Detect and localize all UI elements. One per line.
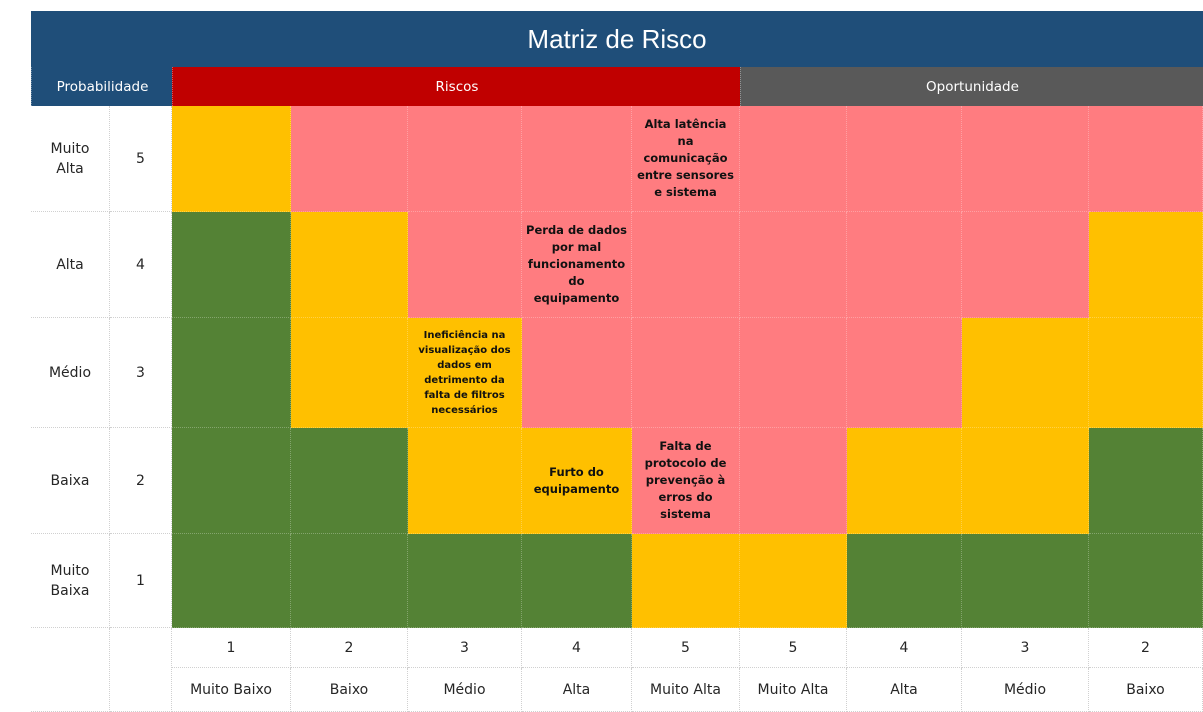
probability-label: Alta — [31, 212, 110, 318]
matrix-cell — [172, 212, 291, 318]
probability-label: Muito Alta — [31, 106, 110, 212]
matrix-cell — [632, 318, 740, 428]
matrix-cell — [408, 428, 522, 534]
probability-label: Médio — [31, 318, 110, 428]
matrix-cell — [632, 534, 740, 628]
matrix-cell — [962, 106, 1089, 212]
matrix-cell — [291, 212, 408, 318]
matrix-cell — [740, 106, 847, 212]
probabilidade-header: Probabilidade — [31, 67, 173, 106]
risk-label: Falta de protocolo de prevenção à erros … — [632, 428, 740, 534]
matrix-cell — [291, 318, 408, 428]
probability-level: 2 — [110, 428, 172, 534]
matrix-cell — [1089, 428, 1203, 534]
matrix-cell — [847, 318, 962, 428]
axis-corner — [31, 628, 110, 712]
impact-level: 4 — [847, 628, 962, 668]
matrix-cell — [172, 318, 291, 428]
matrix-cell — [847, 428, 962, 534]
probability-level: 4 — [110, 212, 172, 318]
impact-level: 3 — [962, 628, 1089, 668]
matrix-cell — [291, 534, 408, 628]
matrix-cell — [740, 428, 847, 534]
matrix-cell — [522, 318, 632, 428]
impact-level: 2 — [1089, 628, 1203, 668]
oportunidade-header: Oportunidade — [740, 67, 1203, 106]
impact-label: Muito Alta — [632, 668, 740, 712]
matrix-cell — [1089, 534, 1203, 628]
impact-level: 5 — [632, 628, 740, 668]
matrix-cell — [1089, 106, 1203, 212]
matrix-cell — [962, 428, 1089, 534]
impact-level: 4 — [522, 628, 632, 668]
impact-level: 2 — [291, 628, 408, 668]
riscos-header: Riscos — [172, 67, 741, 106]
matrix-cell — [522, 534, 632, 628]
matrix-cell — [408, 106, 522, 212]
probability-level: 3 — [110, 318, 172, 428]
impact-label: Médio — [962, 668, 1089, 712]
impact-label: Alta — [522, 668, 632, 712]
impact-level: 3 — [408, 628, 522, 668]
matrix-cell — [172, 534, 291, 628]
matrix-cell — [408, 534, 522, 628]
impact-label: Baixo — [1089, 668, 1203, 712]
matrix-cell — [291, 428, 408, 534]
risk-label: Alta latência na comunicação entre senso… — [632, 106, 740, 212]
matrix-cell — [172, 106, 291, 212]
matrix-cell — [740, 534, 847, 628]
matrix-cell — [522, 106, 632, 212]
impact-label: Muito Baixo — [172, 668, 291, 712]
impact-label: Médio — [408, 668, 522, 712]
matrix-cell — [1089, 318, 1203, 428]
impact-label: Alta — [847, 668, 962, 712]
impact-label: Muito Alta — [740, 668, 847, 712]
matrix-cell — [847, 212, 962, 318]
impact-label: Baixo — [291, 668, 408, 712]
matrix-cell — [172, 428, 291, 534]
axis-corner — [110, 628, 172, 712]
matrix-cell — [847, 534, 962, 628]
probability-label: Baixa — [31, 428, 110, 534]
matrix-cell — [740, 212, 847, 318]
matrix-cell — [847, 106, 962, 212]
probability-level: 5 — [110, 106, 172, 212]
matrix-cell — [1089, 212, 1203, 318]
matrix-title: Matriz de Risco — [31, 11, 1203, 67]
matrix-cell — [408, 212, 522, 318]
probability-label: Muito Baixa — [31, 534, 110, 628]
matrix-cell — [962, 318, 1089, 428]
matrix-cell — [291, 106, 408, 212]
matrix-cell — [962, 212, 1089, 318]
matrix-cell — [962, 534, 1089, 628]
risk-label: Ineficiência na visualização dos dados e… — [408, 318, 522, 428]
risk-label: Furto do equipamento — [522, 428, 632, 534]
risk-label: Perda de dados por mal funcionamento do … — [522, 212, 632, 318]
probability-level: 1 — [110, 534, 172, 628]
matrix-cell — [740, 318, 847, 428]
impact-level: 1 — [172, 628, 291, 668]
matrix-cell — [632, 212, 740, 318]
impact-level: 5 — [740, 628, 847, 668]
